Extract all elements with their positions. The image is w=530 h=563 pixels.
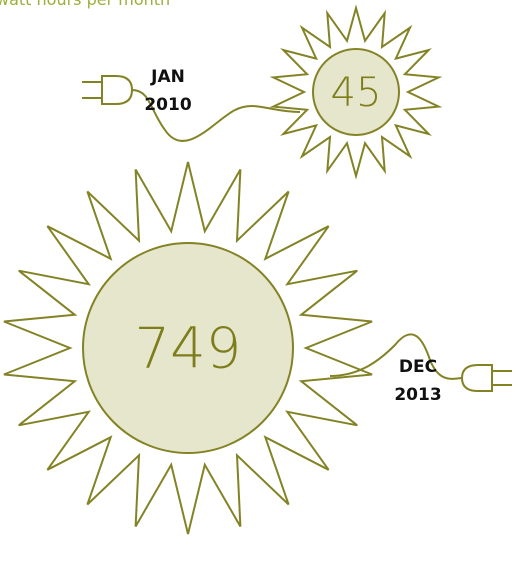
date-month: JAN [150,67,185,87]
date-year: 2010 [144,95,191,115]
value: 749 [135,317,242,382]
subtitle: watt hours per month [0,0,170,9]
date-year: 2013 [394,385,441,405]
date-month: DEC [399,357,437,377]
sun-disc [82,242,294,454]
plug-left [82,75,301,142]
plug-right [329,333,512,392]
sun-small: 45 [269,4,443,180]
sun-disc [312,48,400,136]
value: 45 [331,70,382,116]
sun-large: 749 [3,161,373,535]
